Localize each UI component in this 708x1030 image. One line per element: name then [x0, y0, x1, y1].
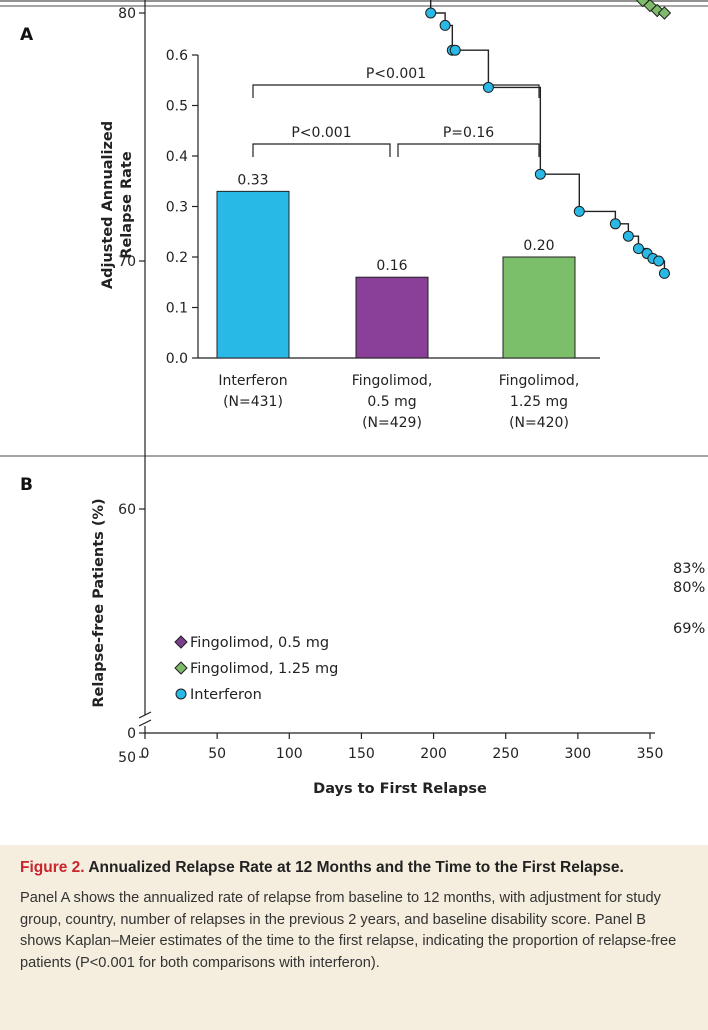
caption-title-text: Annualized Relapse Rate at 12 Months and…	[88, 859, 624, 876]
b-legend-marker	[175, 688, 187, 700]
b-x-tick-label: 300	[564, 746, 591, 762]
figure-panels: A 0.0 0.1 0.2 0.3 0.4 0.5 0.6 0.33 0.16 0.20 Int…	[0, 0, 708, 797]
b-x-tick-label: 50	[208, 746, 226, 762]
a-bar	[216, 190, 290, 359]
b-legend-label: Interferon	[190, 687, 262, 703]
b-censor-marker	[643, 0, 657, 13]
b-series-end-label: 83%	[673, 561, 705, 577]
b-x-tick-label: 150	[348, 746, 375, 762]
b-x-tick-label: 100	[276, 746, 303, 762]
a-comparison-bracket	[252, 84, 540, 98]
a-comparison-label: P<0.001	[291, 125, 351, 141]
b-y-tick-label: 0	[127, 726, 136, 742]
b-censor-marker	[609, 218, 621, 230]
b-censor-marker	[622, 230, 634, 242]
b-y-tick-label: 50	[118, 750, 136, 766]
b-series-end-label: 80%	[673, 580, 705, 596]
a-category-label: Interferon	[218, 373, 287, 389]
a-y-tick-label: 0.5	[166, 99, 188, 115]
b-y-tick-label: 60	[118, 502, 136, 518]
caption-body: Panel A shows the annualized rate of rel…	[20, 890, 677, 971]
b-censor-marker	[534, 168, 546, 180]
figure-caption: Figure 2. Annualized Relapse Rate at 12 …	[0, 845, 708, 1030]
a-y-axis-title: Adjusted Annualized Relapse Rate	[100, 121, 135, 289]
panel-a: A 0.0 0.1 0.2 0.3 0.4 0.5 0.6 0.33 0.16 0.20 Int…	[20, 25, 600, 431]
b-x-tick-label: 250	[492, 746, 519, 762]
b-censor-marker	[482, 81, 494, 93]
a-bar	[502, 256, 576, 359]
b-series-end-label: 69%	[673, 621, 705, 637]
a-bar-value-label: 0.16	[376, 258, 407, 274]
a-comparison-label: P<0.001	[366, 66, 426, 82]
b-censor-marker	[658, 267, 670, 279]
caption-figure-label: Figure 2.	[20, 859, 85, 876]
b-legend-label: Fingolimod, 1.25 mg	[190, 661, 338, 677]
b-censor-marker	[573, 205, 585, 217]
a-category-label: 0.5 mg	[367, 394, 416, 410]
b-censor-marker	[425, 7, 437, 19]
b-y-tick-label: 80	[118, 6, 136, 22]
b-censor-marker	[632, 243, 644, 255]
a-bar	[355, 276, 429, 359]
b-censor-marker	[449, 44, 461, 56]
a-comparison-label: P=0.16	[443, 125, 494, 141]
b-legend-marker	[174, 661, 188, 675]
a-category-label: (N=429)	[362, 415, 422, 431]
a-bar-value-label: 0.33	[237, 172, 268, 188]
a-y-tick-label: 0.4	[166, 149, 188, 165]
a-y-tick-label: 0.1	[166, 301, 188, 317]
a-bar-value-label: 0.20	[523, 238, 554, 254]
panel-b: B 05060708090100050100150200250300350Day…	[20, 0, 705, 797]
a-comparison-bracket	[397, 143, 540, 157]
b-censor-marker	[653, 255, 665, 267]
b-censor-marker	[439, 19, 451, 31]
b-x-tick-label: 200	[420, 746, 447, 762]
a-category-label: Fingolimod,	[499, 373, 580, 389]
b-censor-marker	[657, 6, 672, 20]
b-x-axis-title: Days to First Relapse	[313, 781, 487, 797]
a-y-tick-label: 0.2	[166, 250, 188, 266]
b-y-tick-label: 70	[118, 254, 136, 270]
b-censor-marker	[636, 0, 650, 8]
panel-b-label: B	[20, 475, 33, 495]
a-category-label: (N=431)	[223, 394, 283, 410]
caption-title: Figure 2. Annualized Relapse Rate at 12 …	[20, 857, 686, 878]
b-x-tick-label: 0	[141, 746, 150, 762]
panel-a-label: A	[20, 25, 34, 45]
a-y-tick-label: 0.3	[166, 200, 188, 216]
b-axis-break-mark	[138, 719, 152, 727]
b-y-axis-title: Relapse-free Patients (%)	[91, 498, 107, 707]
a-category-label: Fingolimod,	[352, 373, 433, 389]
a-y-tick-label: 0.6	[166, 48, 188, 64]
a-category-label: (N=420)	[509, 415, 569, 431]
a-category-label: 1.25 mg	[510, 394, 568, 410]
b-legend-label: Fingolimod, 0.5 mg	[190, 635, 329, 651]
a-comparison-bracket	[252, 143, 391, 157]
a-y-tick-label: 0.0	[166, 351, 188, 367]
b-axis-break-mark	[138, 711, 152, 719]
b-legend-marker	[174, 635, 188, 649]
b-x-tick-label: 350	[637, 746, 664, 762]
